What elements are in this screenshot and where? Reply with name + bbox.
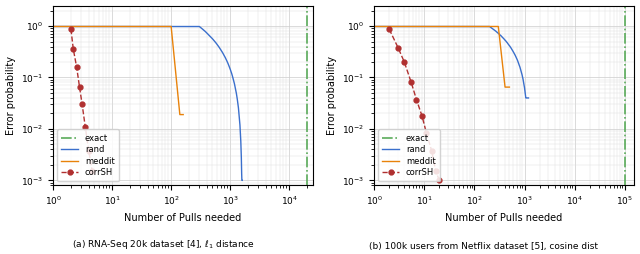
Text: (b) 100k users from Netflix dataset [5], cosine dist: (b) 100k users from Netflix dataset [5],…: [369, 243, 598, 251]
Y-axis label: Error probability: Error probability: [326, 56, 337, 135]
Text: (a) RNA-Seq 20k dataset [4], $\ell_1$ distance: (a) RNA-Seq 20k dataset [4], $\ell_1$ di…: [72, 239, 255, 251]
Legend: exact, rand, meddit, corrSH: exact, rand, meddit, corrSH: [58, 129, 119, 181]
Y-axis label: Error probability: Error probability: [6, 56, 15, 135]
X-axis label: Number of Pulls needed: Number of Pulls needed: [124, 213, 241, 223]
X-axis label: Number of Pulls needed: Number of Pulls needed: [445, 213, 563, 223]
Legend: exact, rand, meddit, corrSH: exact, rand, meddit, corrSH: [378, 129, 440, 181]
